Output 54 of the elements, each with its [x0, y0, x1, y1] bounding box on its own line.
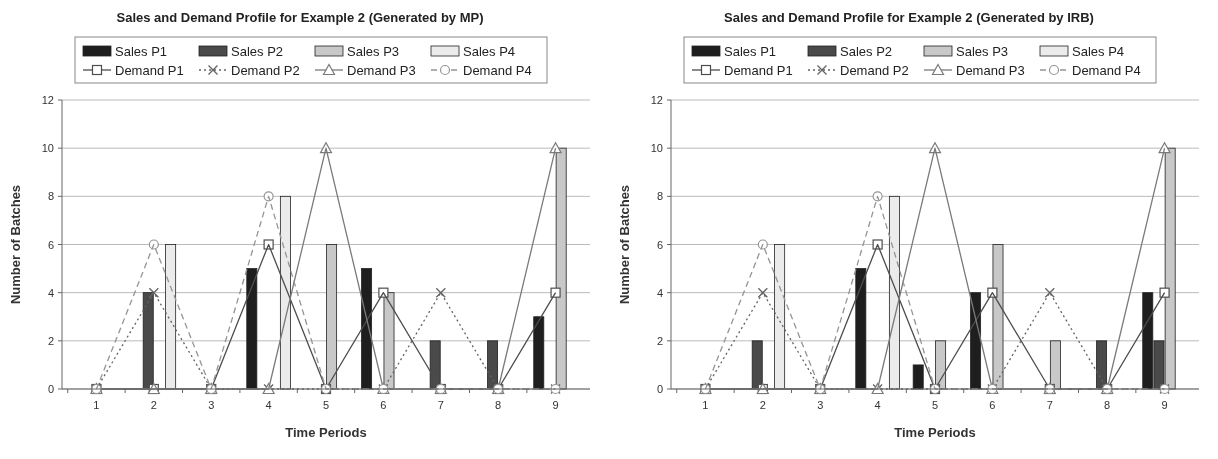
x-tick-label: 8	[495, 399, 502, 411]
y-tick-label: 4	[47, 286, 54, 299]
y-tick-label: 2	[47, 334, 54, 347]
x-tick-label: 2	[759, 399, 766, 411]
y-tick-label: 0	[656, 383, 663, 395]
legend-label: Demand P3	[956, 62, 1025, 78]
x-tick-label: 1	[93, 399, 100, 411]
x-axis-title: Time Periods	[894, 425, 976, 440]
y-tick-label: 8	[656, 190, 663, 203]
x-tick-label: 1	[702, 399, 709, 411]
legend-label: Sales P1	[724, 43, 777, 59]
legend-label: Demand P1	[724, 62, 793, 78]
legend-label: Sales P4	[1072, 43, 1125, 59]
y-tick-label: 8	[47, 190, 54, 203]
legend-label: Sales P3	[347, 43, 400, 59]
legend-label: Demand P4	[1072, 62, 1141, 78]
x-tick-label: 9	[1161, 399, 1168, 411]
y-tick-label: 0	[47, 383, 54, 395]
y-tick-label: 12	[41, 94, 54, 106]
y-tick-label: 10	[41, 142, 54, 155]
x-tick-label: 5	[322, 399, 330, 411]
y-tick-label: 6	[656, 238, 663, 251]
legend-label: Sales P2	[840, 43, 893, 59]
legend-label: Sales P1	[115, 43, 168, 59]
y-axis-title: Number of Batches	[8, 184, 23, 305]
legend-label: Sales P2	[231, 43, 284, 59]
y-tick-label: 10	[650, 142, 663, 155]
legend-label: Sales P4	[463, 43, 516, 59]
y-tick-label: 6	[47, 238, 54, 251]
legend-label: Sales P3	[956, 43, 1009, 59]
legend-label: Demand P2	[840, 62, 909, 78]
x-tick-label: 2	[150, 399, 157, 411]
x-tick-label: 4	[265, 399, 272, 411]
x-axis-title: Time Periods	[285, 425, 367, 440]
legend-label: Demand P4	[463, 62, 532, 78]
y-tick-label: 2	[656, 334, 663, 347]
x-tick-label: 9	[552, 399, 559, 411]
x-tick-label: 7	[1046, 399, 1053, 411]
y-axis-title: Number of Batches	[617, 184, 632, 305]
x-tick-label: 3	[817, 399, 824, 411]
x-tick-label: 6	[989, 399, 996, 411]
chart-title: Sales and Demand Profile for Example 2 (Generated by MP)	[116, 10, 484, 25]
x-tick-label: 5	[931, 399, 939, 411]
y-tick-label: 4	[656, 286, 663, 299]
x-tick-label: 8	[1104, 399, 1111, 411]
x-tick-label: 6	[380, 399, 387, 411]
legend-label: Demand P2	[231, 62, 300, 78]
y-tick-label: 12	[650, 94, 663, 106]
legend-label: Demand P1	[115, 62, 184, 78]
x-tick-label: 4	[874, 399, 881, 411]
chart-title: Sales and Demand Profile for Example 2 (Generated by IRB)	[724, 10, 1094, 25]
x-tick-label: 7	[437, 399, 444, 411]
legend-label: Demand P3	[347, 62, 416, 78]
x-tick-label: 3	[208, 399, 215, 411]
